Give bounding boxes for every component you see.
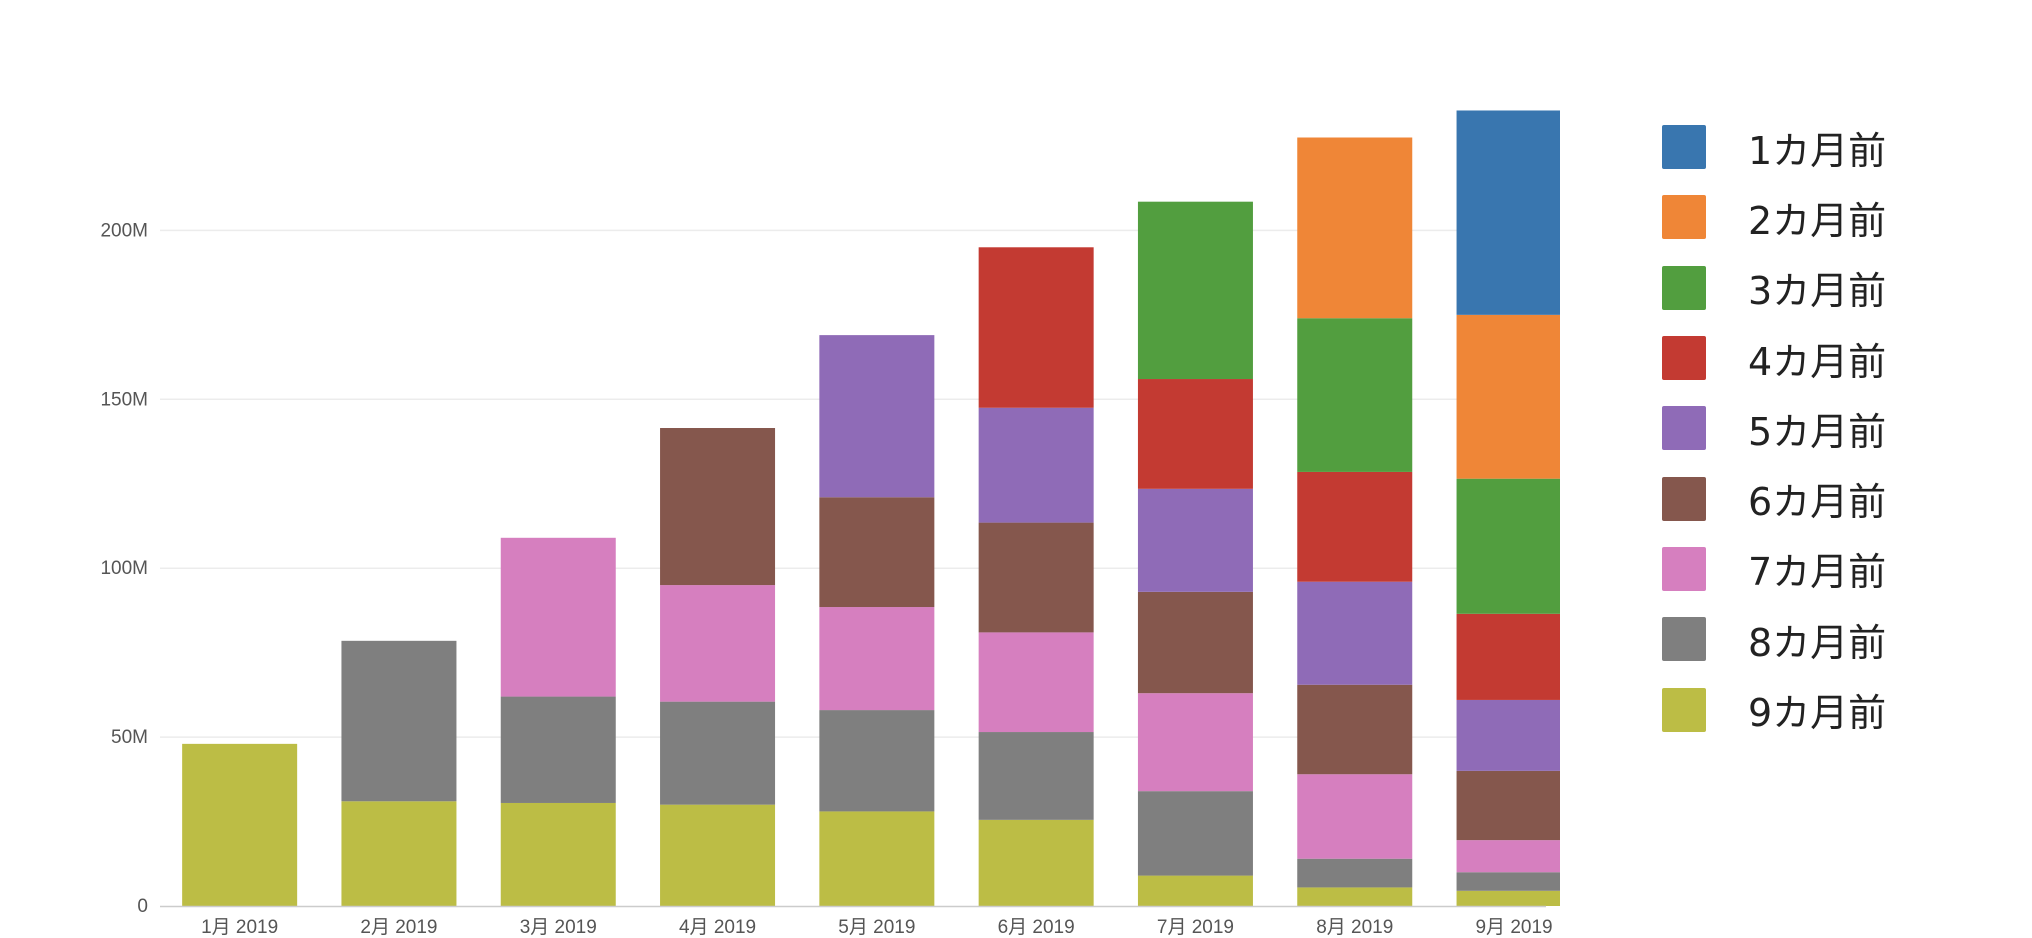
bar-segment[interactable] (1137, 591, 1253, 694)
bar-segment[interactable] (1297, 137, 1413, 319)
legend-item[interactable]: 1カ月前 (1662, 112, 1886, 182)
bar-segment[interactable] (978, 819, 1094, 906)
bar-segment[interactable] (1456, 840, 1560, 873)
legend-swatch (1662, 687, 1706, 732)
bar-segment[interactable] (1297, 684, 1413, 775)
legend-item[interactable]: 4カ月前 (1662, 323, 1886, 393)
bar-segment[interactable] (1456, 872, 1560, 891)
bar-segment[interactable] (500, 802, 616, 906)
stacked-bar-chart: 0 50M 100M 150M 200M 1月 2019 2月 2019 3月 2019 4月 … (100, 110, 1560, 938)
legend-swatch (1662, 617, 1706, 662)
bar-segment[interactable] (1456, 890, 1560, 906)
legend-label: 8カ月前 (1748, 620, 1887, 665)
legend-item[interactable]: 8カ月前 (1662, 604, 1886, 674)
bar-segment[interactable] (1456, 699, 1560, 771)
bar-segment[interactable] (1297, 471, 1413, 582)
bar-segment[interactable] (978, 247, 1094, 408)
legend-item[interactable]: 5カ月前 (1662, 393, 1886, 463)
legend-item[interactable]: 9カ月前 (1662, 674, 1886, 744)
bar-segment[interactable] (341, 640, 457, 802)
bar-segment[interactable] (1137, 488, 1253, 592)
x-tick-label: 5月 2019 (838, 917, 915, 938)
bar-segment[interactable] (819, 335, 935, 498)
legend-swatch (1662, 546, 1706, 591)
bar-segment[interactable] (978, 732, 1094, 820)
x-tick-label: 1月 2019 (201, 917, 278, 938)
bar-segment[interactable] (819, 811, 935, 906)
legend-item[interactable]: 6カ月前 (1662, 463, 1886, 533)
bar-segment[interactable] (1297, 581, 1413, 685)
y-tick-label: 50M (111, 727, 148, 748)
legend-swatch (1662, 406, 1706, 451)
x-tick-label: 7月 2019 (1157, 917, 1234, 938)
legend-item[interactable]: 3カ月前 (1662, 253, 1886, 323)
bar-segment[interactable] (500, 537, 616, 697)
bar-segment[interactable] (1137, 201, 1253, 380)
bar-segment[interactable] (1137, 693, 1253, 792)
legend-label: 6カ月前 (1748, 480, 1887, 525)
bar-segment[interactable] (1297, 858, 1413, 888)
x-tick-label: 9月 2019 (1475, 917, 1552, 938)
bar-segment[interactable] (1456, 478, 1560, 614)
legend-swatch (1662, 336, 1706, 381)
bar-segment[interactable] (660, 585, 776, 702)
bar-segment[interactable] (500, 696, 616, 803)
legend-label: 3カ月前 (1748, 269, 1887, 314)
bars (182, 110, 1560, 906)
legend-label: 4カ月前 (1748, 339, 1887, 384)
bar-segment[interactable] (1456, 314, 1560, 479)
legend-item[interactable]: 2カ月前 (1662, 182, 1886, 252)
legend-label: 5カ月前 (1748, 409, 1887, 454)
bar-segment[interactable] (1297, 887, 1413, 906)
legend-swatch (1662, 476, 1706, 521)
bar-segment[interactable] (660, 428, 776, 586)
legend-label: 2カ月前 (1748, 198, 1887, 243)
bar-segment[interactable] (819, 607, 935, 711)
x-tick-label: 3月 2019 (520, 917, 597, 938)
bar-segment[interactable] (182, 743, 298, 906)
bar-segment[interactable] (978, 632, 1094, 733)
bar-segment[interactable] (1456, 613, 1560, 700)
x-tick-label: 4月 2019 (679, 917, 756, 938)
bar-segment[interactable] (660, 804, 776, 906)
x-tick-label: 8月 2019 (1316, 917, 1393, 938)
x-tick-label: 6月 2019 (998, 917, 1075, 938)
bar-segment[interactable] (660, 701, 776, 805)
y-tick-label: 100M (100, 558, 148, 579)
legend-swatch (1662, 125, 1706, 170)
bar-segment[interactable] (341, 801, 457, 906)
legend-label: 7カ月前 (1748, 550, 1887, 595)
legend-label: 1カ月前 (1748, 128, 1887, 173)
bar-segment[interactable] (1456, 110, 1560, 315)
bar-segment[interactable] (819, 710, 935, 812)
legend-swatch (1662, 265, 1706, 310)
bar-segment[interactable] (978, 522, 1094, 633)
bar-segment[interactable] (819, 497, 935, 608)
bar-segment[interactable] (1456, 770, 1560, 841)
bar-segment[interactable] (1297, 318, 1413, 472)
legend-label: 9カ月前 (1748, 691, 1887, 736)
y-tick-label: 0 (137, 896, 148, 917)
bar-segment[interactable] (1297, 774, 1413, 859)
bar-segment[interactable] (978, 407, 1094, 523)
bar-segment[interactable] (1137, 875, 1253, 906)
legend-swatch (1662, 195, 1706, 240)
y-tick-label: 150M (100, 389, 148, 410)
bar-segment[interactable] (1137, 379, 1253, 489)
legend-item[interactable]: 7カ月前 (1662, 534, 1886, 604)
x-tick-label: 2月 2019 (360, 917, 437, 938)
y-tick-label: 200M (100, 220, 148, 241)
axes: 0 50M 100M 150M 200M 1月 2019 2月 2019 3月 2019 4月 … (100, 220, 1552, 938)
bar-segment[interactable] (1137, 791, 1253, 876)
legend: 1カ月前 2カ月前 3カ月前 4カ月前 5カ月前 6カ月前 7カ月前 8カ月前 9カ月前 (1662, 112, 1886, 745)
